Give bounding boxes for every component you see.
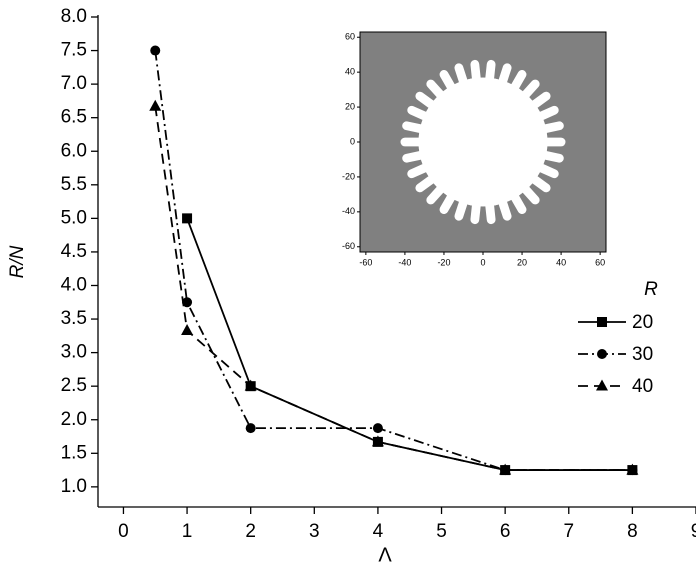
x-tick-label: 9 <box>691 521 696 542</box>
marker <box>499 463 512 475</box>
inset-core <box>418 77 548 207</box>
marker <box>150 45 161 56</box>
marker <box>149 99 162 111</box>
x-tick-label: 8 <box>627 521 638 542</box>
y-tick-label: 4.0 <box>61 275 87 296</box>
series-line <box>186 218 633 471</box>
x-tick-label: 3 <box>309 521 320 542</box>
y-tick-label: 7.5 <box>61 40 87 61</box>
y-tick-label: 1.5 <box>61 442 87 463</box>
inset-y-tick-label: 60 <box>345 32 355 42</box>
inset-y-tick-label: 20 <box>345 101 355 111</box>
marker <box>597 349 607 359</box>
inset-y-tick-label: -60 <box>342 241 355 251</box>
marker <box>597 317 607 327</box>
legend-label: 40 <box>632 376 653 397</box>
marker <box>372 423 383 434</box>
y-tick-label: 6.0 <box>61 140 87 161</box>
inset-y-tick-label: 40 <box>345 67 355 77</box>
y-tick-label: 6.5 <box>61 107 87 128</box>
y-tick-label: 7.0 <box>61 73 87 94</box>
inset-x-tick-label: -20 <box>437 257 450 267</box>
series-line <box>154 106 633 471</box>
x-tick-label: 5 <box>436 521 447 542</box>
x-tick-label: 1 <box>182 521 193 542</box>
inset-y-tick-label: -20 <box>342 171 355 181</box>
y-tick-label: 1.0 <box>61 476 87 497</box>
y-tick-label: 4.5 <box>61 241 87 262</box>
inset-x-tick-label: -40 <box>398 257 411 267</box>
inset-x-tick-label: 40 <box>556 257 566 267</box>
marker <box>626 463 639 475</box>
marker <box>181 323 194 335</box>
marker <box>371 435 384 447</box>
inset-x-tick-label: -60 <box>359 257 372 267</box>
y-tick-label: 2.0 <box>61 409 87 430</box>
y-axis-label: R/N <box>7 245 28 278</box>
x-tick-label: 6 <box>500 521 511 542</box>
inset-x-tick-label: 0 <box>480 257 485 267</box>
x-axis-label: Λ <box>378 544 392 566</box>
marker <box>182 297 193 308</box>
inset-y-tick-label: -40 <box>342 206 355 216</box>
y-tick-label: 5.5 <box>61 174 87 195</box>
marker <box>596 379 608 391</box>
marker <box>245 423 256 434</box>
inset-x-tick-label: 60 <box>595 257 605 267</box>
x-tick-label: 4 <box>373 521 384 542</box>
y-tick-label: 8.0 <box>61 6 87 27</box>
inset-y-tick-label: 0 <box>350 136 355 146</box>
inset-x-tick-label: 20 <box>517 257 527 267</box>
y-tick-label: 2.5 <box>61 375 87 396</box>
legend-title: R <box>644 279 658 300</box>
legend-label: 20 <box>632 312 653 333</box>
marker <box>182 213 193 224</box>
x-tick-label: 2 <box>245 521 256 542</box>
y-tick-label: 3.0 <box>61 342 87 363</box>
y-tick-label: 5.0 <box>61 207 87 228</box>
marker <box>244 379 257 391</box>
legend-label: 30 <box>632 344 653 365</box>
y-tick-label: 3.5 <box>61 308 87 329</box>
x-tick-label: 7 <box>563 521 574 542</box>
x-tick-label: 0 <box>118 521 129 542</box>
